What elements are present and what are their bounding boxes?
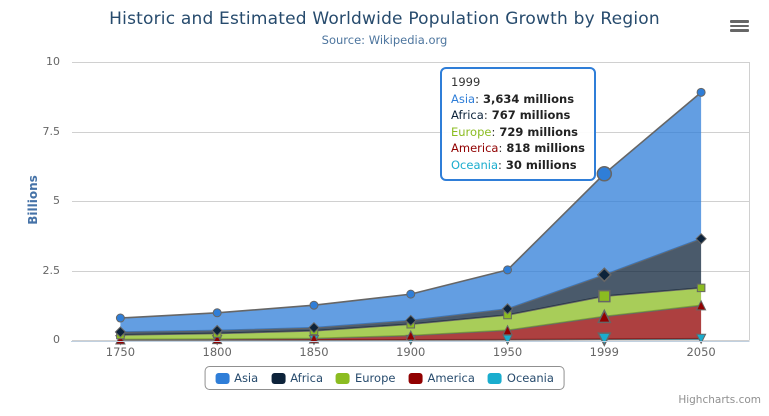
y-axis-label: 2.5 <box>42 263 61 277</box>
export-menu-button[interactable] <box>730 20 749 32</box>
legend-label: Oceania <box>506 371 554 385</box>
series-marker-oceania-2050[interactable] <box>695 333 707 345</box>
hamburger-icon <box>730 24 749 28</box>
series-area-america[interactable] <box>120 305 702 340</box>
series-marker-asia-1800[interactable] <box>212 308 222 318</box>
legend-item-asia[interactable]: Asia <box>215 371 258 385</box>
legend-label: America <box>427 371 475 385</box>
series-area-asia[interactable] <box>120 92 702 332</box>
legend-item-oceania[interactable]: Oceania <box>487 371 554 385</box>
x-axis-label: 1850 <box>299 345 329 359</box>
y-axis-label: 5 <box>53 194 60 207</box>
x-axis-label: 1750 <box>105 345 136 359</box>
gridlines <box>72 62 750 341</box>
legend-item-america[interactable]: America <box>408 371 475 385</box>
series-marker-africa-2050[interactable] <box>695 233 707 245</box>
hamburger-icon <box>730 29 749 32</box>
legend-item-africa[interactable]: Africa <box>271 371 323 385</box>
tooltip: 1999 Asia: 3,634 millions Africa: 767 mil… <box>440 67 597 181</box>
legend-swatch-icon <box>487 372 502 384</box>
series-marker-asia-1950[interactable] <box>503 265 513 275</box>
tooltip-header: 1999 <box>451 75 481 89</box>
series-marker-asia-1850[interactable] <box>309 300 319 310</box>
legend-label: Europe <box>355 371 396 385</box>
series-marker-europe-2050[interactable] <box>696 283 706 293</box>
tooltip-series-value: 30 millions <box>501 157 577 172</box>
series-marker-america-1950[interactable] <box>502 324 513 336</box>
legend-swatch-icon <box>215 372 230 384</box>
series-marker-america-1999[interactable] <box>597 308 612 324</box>
tooltip-row: Europe: 729 millions <box>451 124 579 139</box>
y-axis-label: 0 <box>53 333 60 346</box>
credits-link[interactable]: Highcharts.com <box>678 394 761 406</box>
series-marker-asia-2050[interactable] <box>696 87 706 97</box>
y-axis-label: 7.5 <box>42 124 61 138</box>
series-marker-africa-1850[interactable] <box>308 321 320 334</box>
tooltip-row: America: 818 millions <box>451 141 586 155</box>
tooltip-rows: Asia: 3,634 millions Africa: 767 millions… <box>451 91 585 174</box>
tooltip-row: Oceania: 30 millions <box>451 157 577 172</box>
series-marker-asia-1999[interactable] <box>596 166 613 182</box>
series-marker-africa-1800[interactable] <box>211 324 223 337</box>
x-axis-label: 1800 <box>202 345 232 359</box>
tooltip-series-value: 767 millions <box>487 108 571 122</box>
series-marker-america-1900[interactable] <box>405 329 417 341</box>
tooltip-series-name: America <box>451 141 499 155</box>
tooltip-row: Africa: 767 millions <box>451 108 571 122</box>
series-marker-asia-1750[interactable] <box>115 313 125 323</box>
legend-swatch-icon <box>271 372 286 384</box>
tooltip-series-name: Oceania <box>451 157 499 172</box>
y-axis-label: 10 <box>46 55 60 68</box>
tooltip-series-name: Europe <box>451 124 492 139</box>
hamburger-icon <box>730 20 749 23</box>
legend-label: Africa <box>290 371 323 385</box>
x-axis-label: 1900 <box>396 345 426 359</box>
x-axis-label: 2050 <box>686 345 716 359</box>
chart-title: Historic and Estimated Worldwide Populat… <box>109 9 660 29</box>
series-marker-europe-1999[interactable] <box>598 289 611 303</box>
x-axis-label: 1950 <box>492 345 523 359</box>
legend-label: Asia <box>234 371 259 385</box>
series-marker-africa-1750[interactable] <box>114 326 127 338</box>
legend-swatch-icon <box>336 372 350 384</box>
tooltip-row: Asia: 3,634 millions <box>451 91 575 106</box>
tooltip-series-name: Asia <box>451 91 476 106</box>
tooltip-series-name: Africa <box>451 108 484 122</box>
tooltip-series-value: 3,634 millions <box>478 91 575 106</box>
x-axis-label: 1999 <box>589 345 619 359</box>
series-marker-america-2050[interactable] <box>695 299 707 311</box>
series-marker-africa-1999[interactable] <box>596 267 612 283</box>
legend-item-europe[interactable]: Europe <box>336 371 395 385</box>
legend: Asia Africa Europe America Oceania <box>204 366 565 390</box>
series-area-africa[interactable] <box>120 238 702 335</box>
tooltip-series-value: 729 millions <box>495 124 579 139</box>
series-marker-africa-1950[interactable] <box>501 303 514 315</box>
tooltip-series-value: 818 millions <box>502 141 586 155</box>
series-marker-asia-1900[interactable] <box>406 289 416 299</box>
series-marker-oceania-1999[interactable] <box>597 332 612 347</box>
series-marker-africa-1900[interactable] <box>405 314 417 327</box>
chart-subtitle: Source: Wikipedia.org <box>321 33 448 47</box>
legend-swatch-icon <box>408 372 423 384</box>
series-marker-america-1850[interactable] <box>308 332 320 344</box>
